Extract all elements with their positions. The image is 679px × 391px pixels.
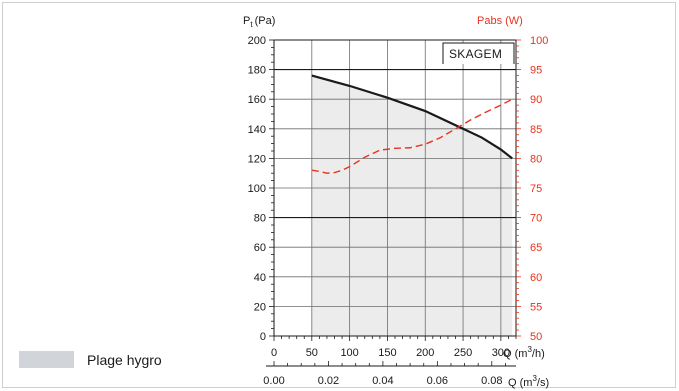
- y-left-tick-label: 180: [248, 65, 266, 77]
- tick-labels: 0 20 40 60 80 100 120 140 160 180 200 50 55 60 65 70 75 8…: [248, 35, 549, 387]
- y-left-tick-label: 60: [254, 242, 266, 254]
- chart-frame: [2, 2, 676, 388]
- x2-tick-label: 0.08: [481, 375, 502, 387]
- x-tick-label: 200: [416, 347, 434, 359]
- x-tick-label: 300: [492, 347, 510, 359]
- x2-tick-label: 0.04: [372, 375, 393, 387]
- y-left-tick-label: 80: [254, 213, 266, 225]
- legend-label: Plage hygro: [87, 352, 162, 368]
- hygro-range-fill: [311, 75, 513, 337]
- y-right-axis-title: Pabs (W): [477, 15, 523, 27]
- y-right-tick-label: 80: [530, 153, 542, 165]
- y-right-tick-label: 60: [530, 272, 542, 284]
- x2-tick-label: 0.02: [318, 375, 339, 387]
- y-right-tick-label: 75: [530, 183, 542, 195]
- y-right-tick-label: 55: [530, 301, 542, 313]
- series: [311, 74, 513, 174]
- power-curve: [311, 98, 513, 174]
- x-tick-label: 100: [340, 347, 358, 359]
- y-right-tick-label: 95: [530, 65, 542, 77]
- y-left-tick-label: 160: [248, 94, 266, 106]
- model-label-box: SKAGEM: [442, 42, 515, 64]
- x-tick-label: 0: [271, 347, 277, 359]
- y-left-tick-label: 120: [248, 153, 266, 165]
- y-right-tick-label: 50: [530, 331, 542, 343]
- y-right-tick-label: 70: [530, 213, 542, 225]
- y-left-tick-label: 40: [254, 272, 266, 284]
- x-tick-label: 250: [454, 347, 472, 359]
- x2-tick-label: 0.00: [263, 375, 284, 387]
- x2-tick-label: 0.06: [427, 375, 448, 387]
- y-right-tick-label: 100: [530, 35, 548, 47]
- y-left-tick-label: 200: [248, 35, 266, 47]
- y-left-tick-label: 20: [254, 301, 266, 313]
- legend-swatch: [19, 351, 74, 368]
- y-left-tick-label: 100: [248, 183, 266, 195]
- y-right-tick-label: 65: [530, 242, 542, 254]
- y-right-tick-label: 85: [530, 124, 542, 136]
- hygro-area: [311, 75, 513, 337]
- x2-axis-title: Q (m3/s): [508, 374, 549, 389]
- y-right-tick-label: 90: [530, 94, 542, 106]
- y-left-axis-title: Pt (Pa): [243, 15, 275, 29]
- y-left-tick-label: 0: [260, 331, 266, 343]
- y-left-tick-label: 140: [248, 124, 266, 136]
- x-tick-label: 150: [378, 347, 396, 359]
- pressure-curve: [311, 74, 513, 160]
- x-axis-title: Q (m3/h): [503, 345, 545, 360]
- x-tick-label: 50: [306, 347, 318, 359]
- axes: [266, 39, 521, 367]
- legend: Plage hygro: [19, 351, 162, 368]
- model-label: SKAGEM: [449, 47, 502, 61]
- grid: [274, 40, 516, 336]
